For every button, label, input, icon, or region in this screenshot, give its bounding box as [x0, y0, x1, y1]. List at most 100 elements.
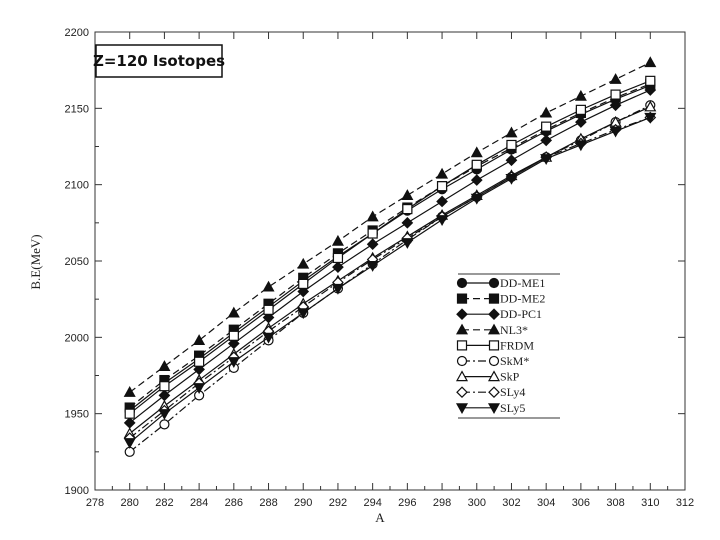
y-tick-label: 1950 — [65, 409, 89, 421]
legend-entry: SkP — [455, 370, 520, 384]
data-point — [366, 210, 379, 222]
legend-marker — [488, 293, 500, 304]
legend-marker — [456, 277, 468, 289]
data-point — [331, 283, 344, 295]
legend-marker — [456, 355, 468, 367]
data-point — [262, 332, 275, 344]
data-point — [644, 112, 657, 124]
data-point — [609, 126, 622, 138]
title-frame — [95, 44, 223, 78]
x-tick-label: 312 — [676, 497, 694, 509]
data-point — [506, 139, 517, 151]
legend-label: DD-ME1 — [500, 276, 545, 290]
data-point — [436, 181, 448, 192]
legend-label: DD-PC1 — [500, 307, 542, 321]
legend-marker — [487, 370, 501, 382]
data-point — [609, 99, 622, 112]
series-skm- — [124, 100, 656, 457]
x-tick-label: 308 — [606, 497, 624, 509]
legend-entry: SLy5 — [455, 401, 525, 415]
x-tick-label: 310 — [641, 497, 659, 509]
data-point — [401, 216, 414, 229]
x-tick-label: 286 — [225, 497, 243, 509]
data-point — [193, 334, 206, 345]
x-tick-label: 300 — [468, 497, 486, 509]
x-tick-label: 278 — [86, 497, 104, 509]
legend-entry: DD-ME1 — [456, 276, 545, 290]
data-point — [574, 140, 587, 152]
x-tick-label: 292 — [329, 497, 347, 509]
legend-entry: FRDM — [456, 338, 534, 352]
data-point — [505, 154, 518, 167]
legend-marker — [488, 386, 500, 399]
legend-label: SLy5 — [500, 401, 525, 415]
y-tick-label: 2100 — [65, 180, 89, 192]
y-tick-label: 1900 — [65, 485, 89, 497]
data-point — [228, 330, 239, 341]
plot-frame — [94, 31, 686, 491]
data-point — [193, 383, 206, 394]
legend-marker — [488, 340, 500, 351]
data-point — [540, 106, 553, 118]
legend-entry: SkM* — [456, 354, 529, 368]
series-line — [129, 80, 651, 415]
legend-marker — [456, 293, 468, 304]
data-point — [574, 89, 587, 101]
series-dd-me2 — [124, 78, 656, 413]
legend-entry: DD-ME2 — [456, 292, 545, 306]
data-point — [609, 73, 622, 84]
legend-label: DD-ME2 — [500, 292, 545, 306]
data-point — [541, 121, 552, 132]
data-point — [227, 357, 240, 368]
data-point — [644, 84, 657, 96]
legend-entry: NL3* — [455, 323, 528, 337]
data-point — [645, 75, 656, 86]
series-layer — [123, 56, 657, 457]
x-tick-label: 294 — [363, 497, 381, 509]
series-frdm — [124, 75, 656, 419]
data-point — [123, 438, 136, 449]
data-point — [227, 306, 240, 318]
x-tick-label: 298 — [433, 497, 451, 509]
data-point — [332, 261, 344, 273]
data-point — [401, 238, 414, 249]
legend-label: NL3* — [500, 323, 528, 337]
data-point — [436, 195, 448, 208]
y-tick-label: 2000 — [65, 332, 89, 344]
data-point — [159, 381, 170, 392]
data-point — [575, 104, 586, 115]
data-point — [540, 134, 553, 147]
x-tick-label: 282 — [155, 497, 173, 509]
data-point — [470, 174, 483, 186]
legend-marker — [456, 386, 468, 399]
series-sly4 — [123, 111, 657, 444]
legend-marker — [455, 370, 469, 382]
data-point — [332, 252, 344, 264]
series-line — [129, 104, 651, 453]
x-tick-label: 306 — [572, 497, 590, 509]
data-point — [194, 356, 205, 367]
data-point — [644, 56, 657, 68]
data-point — [297, 257, 310, 269]
x-tick-label: 280 — [121, 497, 139, 509]
x-tick-label: 288 — [259, 497, 277, 509]
legend-label: FRDM — [500, 338, 534, 352]
x-tick-label: 304 — [537, 497, 555, 509]
series-line — [129, 89, 651, 424]
x-axis-title: A — [375, 510, 385, 525]
series-line — [129, 84, 651, 412]
series-dd-pc1 — [123, 84, 657, 429]
chart-title: Z=120 Isotopes — [93, 52, 225, 70]
series-sly5 — [123, 112, 657, 449]
data-point — [366, 260, 379, 272]
series-line — [129, 116, 651, 439]
series-line — [129, 116, 651, 444]
data-point — [159, 419, 170, 430]
legend-marker — [488, 308, 500, 321]
legend-marker — [488, 355, 500, 367]
legend-marker — [487, 323, 501, 335]
data-point — [644, 100, 657, 112]
data-point — [123, 386, 136, 397]
y-tick-label: 2050 — [65, 256, 89, 268]
